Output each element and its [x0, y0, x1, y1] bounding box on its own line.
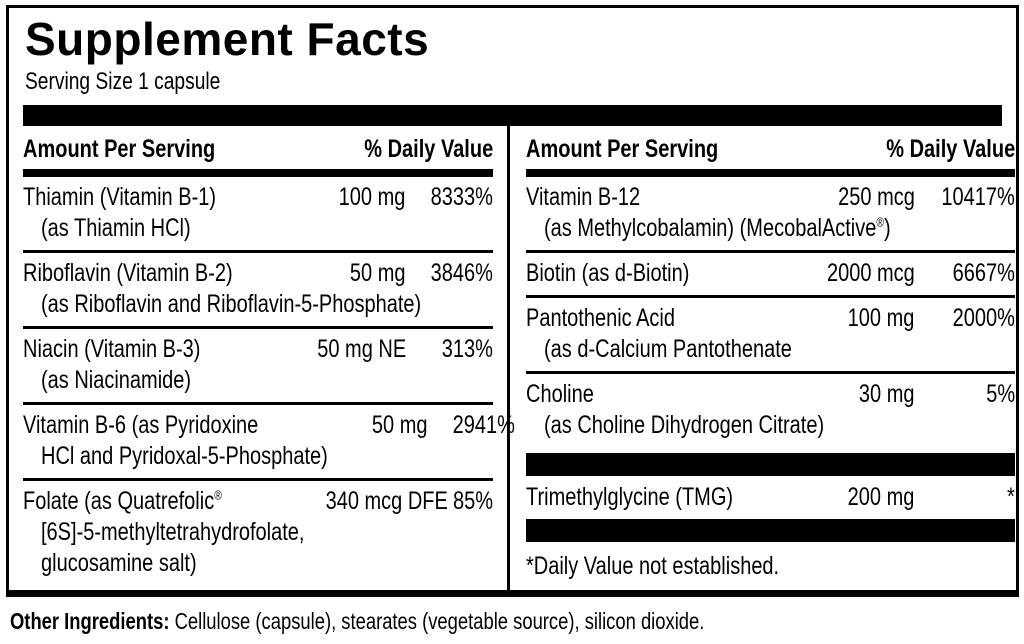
other-ingredients-text: Cellulose (capsule), stearates (vegetabl…: [169, 608, 705, 634]
nutrient-dv: 8333%: [430, 183, 493, 211]
section-divider-bar: [526, 519, 1015, 542]
table-row-thiamin: Thiamin (Vitamin B-1) 100 mg 8333% (as T…: [23, 177, 493, 250]
nutrient-amount: 50 mg NE: [317, 335, 407, 363]
nutrient-dv: 313%: [441, 335, 493, 363]
table-row-riboflavin: Riboflavin (Vitamin B-2) 50 mg 3846% (as…: [23, 250, 493, 326]
nutrient-name: Trimethylglycine (TMG): [526, 483, 734, 511]
registered-mark: ®: [876, 214, 885, 230]
header-underline-bar: [526, 169, 1015, 177]
nutrient-name: Riboflavin (Vitamin B-2): [23, 259, 233, 287]
nutrient-form: (as Methylcobalamin) (MecobalActive®): [544, 214, 891, 242]
nutrient-dv: 2941%: [452, 411, 516, 439]
nutrient-amount: 250 mcg: [838, 183, 915, 211]
nutrient-amount: 100 mg: [848, 304, 915, 332]
facts-table: Amount Per Serving % Daily Value Thiamin…: [23, 126, 1015, 590]
nutrient-dv: 5%: [985, 380, 1015, 408]
registered-mark: ®: [214, 487, 222, 503]
daily-value-footnote: *Daily Value not established.: [526, 552, 780, 580]
header-amount-per-serving: Amount Per Serving: [526, 135, 719, 163]
nutrient-form: HCl and Pyridoxal-5-Phosphate): [41, 442, 328, 470]
section-divider-bar: [526, 453, 1015, 476]
table-row-trimethylglycine: Trimethylglycine (TMG) 200 mg *: [526, 476, 1015, 519]
nutrient-dv: *: [1007, 483, 1015, 511]
nutrient-amount: 340 mcg DFE: [325, 487, 448, 515]
header-daily-value: % Daily Value: [885, 135, 1015, 163]
nutrient-amount: 30 mg: [859, 380, 915, 408]
table-row-biotin: Biotin (as d-Biotin) 2000 mcg 6667%: [526, 250, 1015, 295]
nutrient-name: Choline: [526, 380, 594, 408]
nutrient-name: Pantothenic Acid: [526, 304, 675, 332]
column-left: Amount Per Serving % Daily Value Thiamin…: [23, 126, 515, 590]
label-panel: Supplement Facts Serving Size 1 capsule …: [6, 5, 1019, 597]
nutrient-amount: 100 mg: [338, 183, 405, 211]
nutrient-amount: 2000 mcg: [826, 259, 915, 287]
nutrient-form: glucosamine salt): [41, 549, 197, 577]
nutrient-form: (as Niacinamide): [41, 366, 192, 394]
table-row-pantothenic-acid: Pantothenic Acid 100 mg 2000% (as d-Calc…: [526, 295, 1015, 371]
column-divider: [507, 126, 510, 590]
nutrient-name: Thiamin (Vitamin B-1): [23, 183, 217, 211]
nutrient-name: Niacin (Vitamin B-3): [23, 335, 201, 363]
table-row-choline: Choline 30 mg 5% (as Choline Dihydrogen …: [526, 371, 1015, 447]
nutrient-name: Vitamin B-12: [526, 183, 641, 211]
column-header: Amount Per Serving % Daily Value: [526, 126, 1015, 169]
table-row-vitamin-b6: Vitamin B-6 (as Pyridoxine 50 mg 2941% H…: [23, 402, 515, 478]
column-header: Amount Per Serving % Daily Value: [23, 126, 493, 169]
nutrient-amount: 50 mg: [349, 259, 405, 287]
table-row-folate: Folate (as Quatrefolic® 340 mcg DFE 85% …: [23, 478, 493, 585]
header-daily-value: % Daily Value: [364, 135, 493, 163]
top-divider-bar: [23, 105, 1002, 126]
table-row-niacin: Niacin (Vitamin B-3) 50 mg NE 313% (as N…: [23, 326, 493, 402]
table-row-vitamin-b12: Vitamin B-12 250 mcg 10417% (as Methylco…: [526, 177, 1015, 250]
nutrient-dv: 3846%: [430, 259, 493, 287]
nutrient-form: (as Choline Dihydrogen Citrate): [544, 411, 825, 439]
nutrient-name: Biotin (as d-Biotin): [526, 259, 690, 287]
serving-size: Serving Size 1 capsule: [25, 68, 221, 95]
nutrient-amount: 200 mg: [848, 483, 915, 511]
nutrient-name: Folate (as Quatrefolic®: [23, 487, 222, 515]
nutrient-form: (as Thiamin HCl): [41, 214, 191, 242]
other-ingredients: Other Ingredients: Cellulose (capsule), …: [10, 606, 878, 636]
header-underline-bar: [23, 169, 493, 177]
nutrient-dv: 6667%: [952, 259, 1015, 287]
nutrient-dv: 2000%: [952, 304, 1015, 332]
nutrient-form: (as Riboflavin and Riboflavin-5-Phosphat…: [41, 290, 422, 318]
header-amount-per-serving: Amount Per Serving: [23, 135, 216, 163]
nutrient-form: (as d-Calcium Pantothenate: [544, 335, 792, 363]
page-title: Supplement Facts: [25, 13, 430, 65]
nutrient-amount: 50 mg: [371, 411, 428, 439]
nutrient-dv: 85%: [452, 487, 493, 515]
nutrient-name: Vitamin B-6 (as Pyridoxine: [23, 411, 259, 439]
other-ingredients-label: Other Ingredients:: [10, 608, 170, 634]
column-right: Amount Per Serving % Daily Value Vitamin…: [510, 126, 1015, 590]
nutrient-dv: 10417%: [941, 183, 1015, 211]
nutrient-form: [6S]-5-methyltetrahydrofolate,: [41, 518, 305, 546]
